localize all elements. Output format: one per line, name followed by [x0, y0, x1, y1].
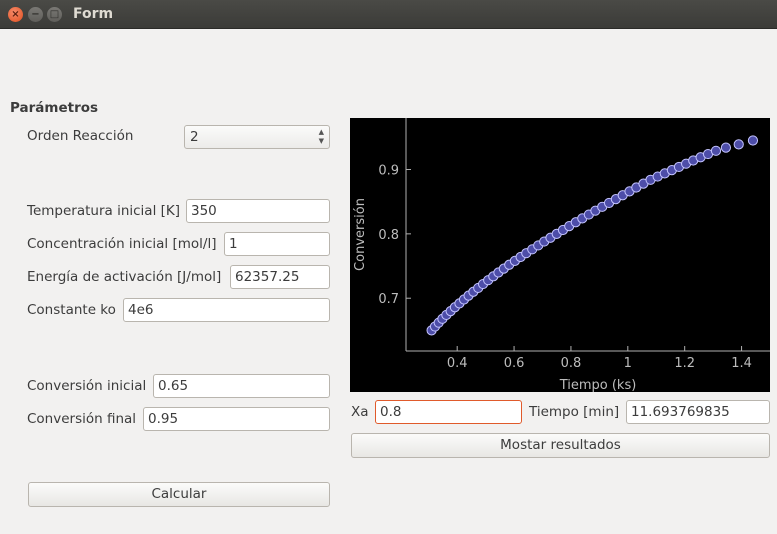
energia-input[interactable]: 62357.25 [230, 265, 330, 289]
window-title: Form [73, 6, 114, 22]
orden-reaccion-spinbox[interactable]: 2 ▲ ▼ [184, 125, 330, 149]
y-tick-label: 0.7 [378, 292, 399, 307]
concentracion-label: Concentración inicial [mol/l] [27, 236, 217, 252]
temperatura-input[interactable]: 350 [186, 199, 330, 223]
orden-reaccion-value: 2 [190, 129, 199, 145]
conversion-inicial-label: Conversión inicial [27, 378, 147, 394]
window-titlebar: × − □ Form [0, 0, 777, 29]
data-point [720, 142, 732, 153]
tiempo-label: Tiempo [min] [529, 404, 620, 420]
xa-input[interactable]: 0.8 [375, 400, 522, 424]
conversion-final-input[interactable]: 0.95 [143, 407, 330, 431]
mostrar-resultados-button[interactable]: Mostar resultados [351, 433, 770, 458]
constante-ko-input[interactable]: 4e6 [123, 298, 330, 322]
y-tick-label: 0.8 [378, 228, 399, 243]
conversion-final-label: Conversión final [27, 411, 137, 427]
x-tick-label: 0.6 [504, 356, 525, 371]
data-point [710, 145, 722, 156]
temperatura-label: Temperatura inicial [K] [27, 203, 181, 219]
data-point [733, 139, 744, 150]
chart-svg: 0.4 0.6 0.8 1 1.2 1.4 0.7 0.8 0.9 Tiempo (ks) Conv… [353, 118, 770, 392]
xa-label: Xa [351, 404, 369, 420]
y-tick-label: 0.9 [378, 163, 399, 178]
spin-arrows-icon[interactable]: ▲ ▼ [318, 128, 324, 145]
tiempo-output[interactable]: 11.693769835 [626, 400, 770, 424]
concentracion-input[interactable]: 1 [224, 232, 330, 256]
y-axis-label: Conversión [353, 198, 368, 271]
x-tick-label: 1 [624, 356, 632, 371]
maximize-window-button[interactable]: □ [47, 7, 62, 22]
x-tick-label: 0.4 [447, 356, 468, 371]
x-tick-label: 0.8 [561, 356, 582, 371]
data-point [747, 135, 759, 146]
energia-label: Energía de activación [J/mol] [27, 269, 222, 285]
parametros-heading: Parámetros [10, 100, 99, 116]
close-window-button[interactable]: × [8, 7, 23, 22]
x-tick-label: 1.2 [674, 356, 695, 371]
minimize-window-button[interactable]: − [28, 7, 43, 22]
x-axis-label: Tiempo (ks) [559, 378, 637, 392]
orden-reaccion-label: Orden Reacción [27, 128, 134, 144]
calcular-button[interactable]: Calcular [28, 482, 330, 507]
x-tick-label: 1.4 [731, 356, 752, 371]
constante-ko-label: Constante ko [27, 302, 116, 318]
conversion-chart: 0.4 0.6 0.8 1 1.2 1.4 0.7 0.8 0.9 Tiempo (ks) Conv… [350, 118, 770, 392]
conversion-inicial-input[interactable]: 0.65 [153, 374, 330, 398]
